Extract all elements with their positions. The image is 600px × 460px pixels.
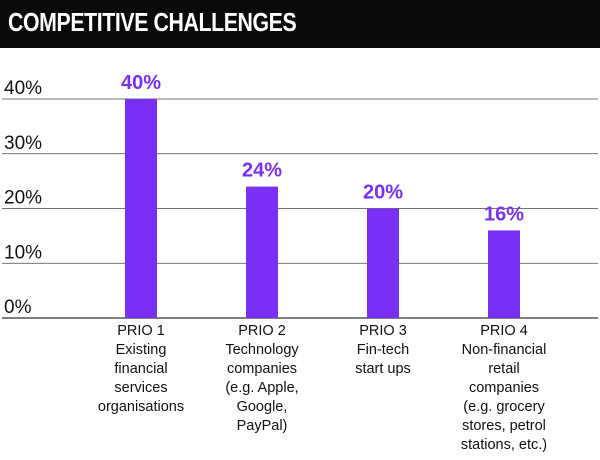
category-label-line: Existing	[115, 342, 167, 358]
y-axis-ticks: 0% 10% 20% 30% 40%	[4, 78, 42, 318]
y-tick-label: 10%	[4, 242, 42, 263]
category-label-line: PRIO 4	[480, 323, 528, 339]
category-label: PRIO 3 Fin-tech start ups	[318, 322, 448, 379]
bar	[367, 208, 399, 318]
category-label-line: PRIO 2	[238, 323, 286, 339]
bar	[125, 99, 157, 318]
y-tick-label: 30%	[4, 133, 42, 154]
category-label-line: PayPal)	[236, 418, 288, 434]
category-label-line: stores, petrol	[462, 418, 546, 434]
y-tick-label: 20%	[4, 188, 42, 209]
category-label: PRIO 1 Existing financial services organisat…	[76, 322, 206, 417]
data-label: 24%	[242, 160, 282, 182]
category-label-line: Fin-tech	[356, 342, 410, 358]
category-label-line: organisations	[97, 399, 185, 415]
bars	[125, 99, 520, 318]
data-label: 40%	[121, 72, 161, 94]
category-label-line: Google,	[236, 399, 288, 415]
category-label-line: Technology	[225, 342, 299, 358]
data-label: 20%	[363, 182, 403, 204]
category-label-line: PRIO 1	[117, 323, 165, 339]
category-label-line: (e.g. grocery	[463, 399, 545, 415]
y-tick-label: 40%	[4, 78, 42, 99]
category-label-line: start ups	[355, 361, 411, 377]
title-bar: COMPETITIVE CHALLENGES	[0, 0, 600, 48]
data-labels: 40% 24% 20% 16%	[121, 72, 524, 225]
category-label-line: services	[114, 380, 168, 396]
category-label-line: retail	[488, 361, 520, 377]
category-label-line: PRIO 3	[359, 323, 407, 339]
bar	[246, 186, 278, 318]
category-label-line: stations, etc.)	[460, 437, 548, 453]
category-label: PRIO 4 Non-financial retail companies (e.g. …	[439, 322, 569, 455]
category-label-line: companies	[226, 361, 298, 377]
y-tick-label: 0%	[4, 297, 32, 318]
category-label-line: financial	[114, 361, 168, 377]
bar	[488, 230, 520, 318]
chart-title: COMPETITIVE CHALLENGES	[8, 7, 297, 37]
category-label-line: Non-financial	[461, 342, 547, 358]
category-label: PRIO 2 Technology companies (e.g. Apple, Goo…	[197, 322, 327, 436]
category-label-line: companies	[468, 380, 540, 396]
data-label: 16%	[484, 203, 524, 225]
category-label-line: (e.g. Apple,	[225, 380, 299, 396]
